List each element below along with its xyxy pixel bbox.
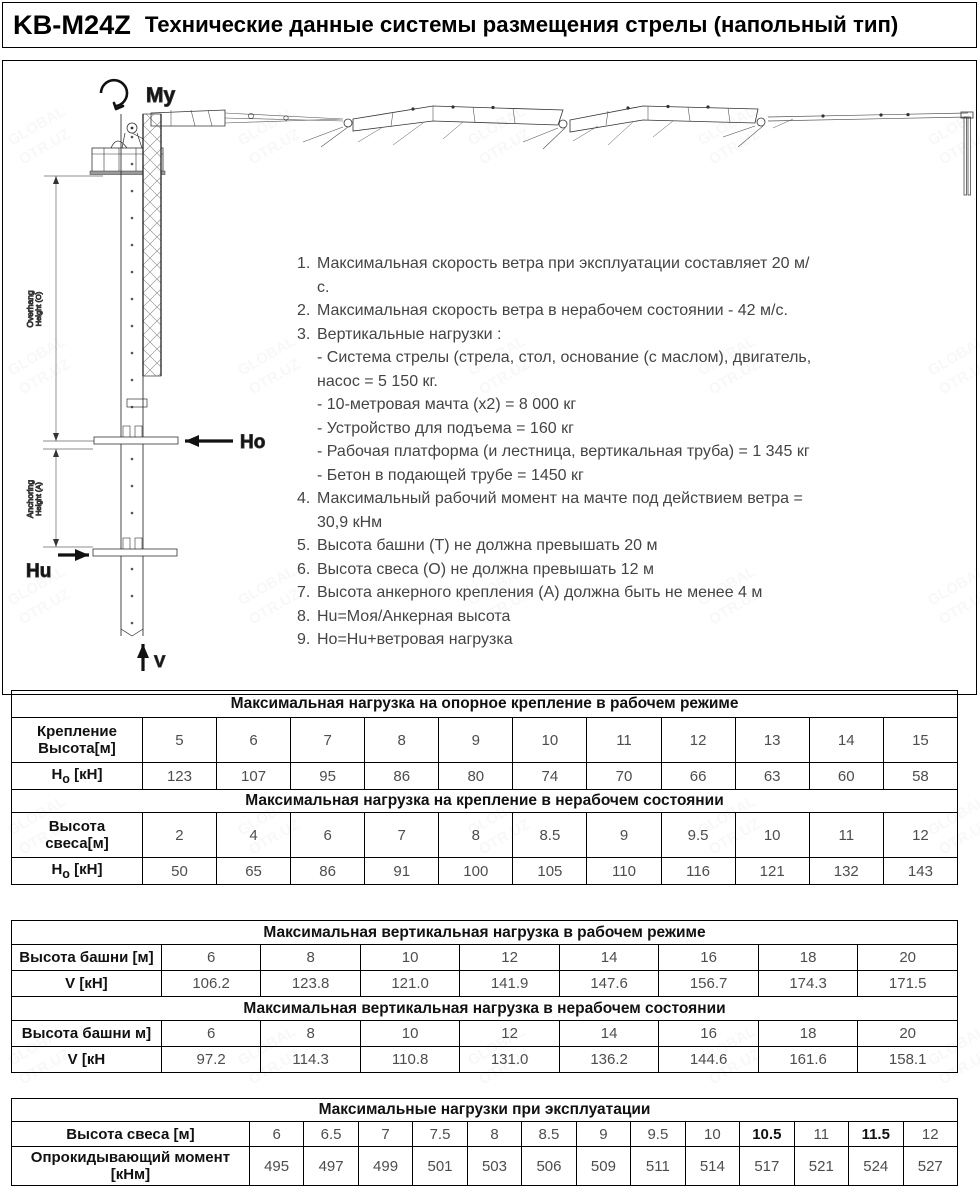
svg-text:Height (A): Height (A)	[34, 482, 43, 516]
svg-text:Height (O): Height (O)	[34, 291, 43, 326]
svg-text:Ho: Ho	[240, 432, 265, 453]
svg-text:V: V	[154, 652, 166, 671]
svg-text:My: My	[146, 84, 175, 107]
svg-text:Hu: Hu	[26, 561, 51, 582]
